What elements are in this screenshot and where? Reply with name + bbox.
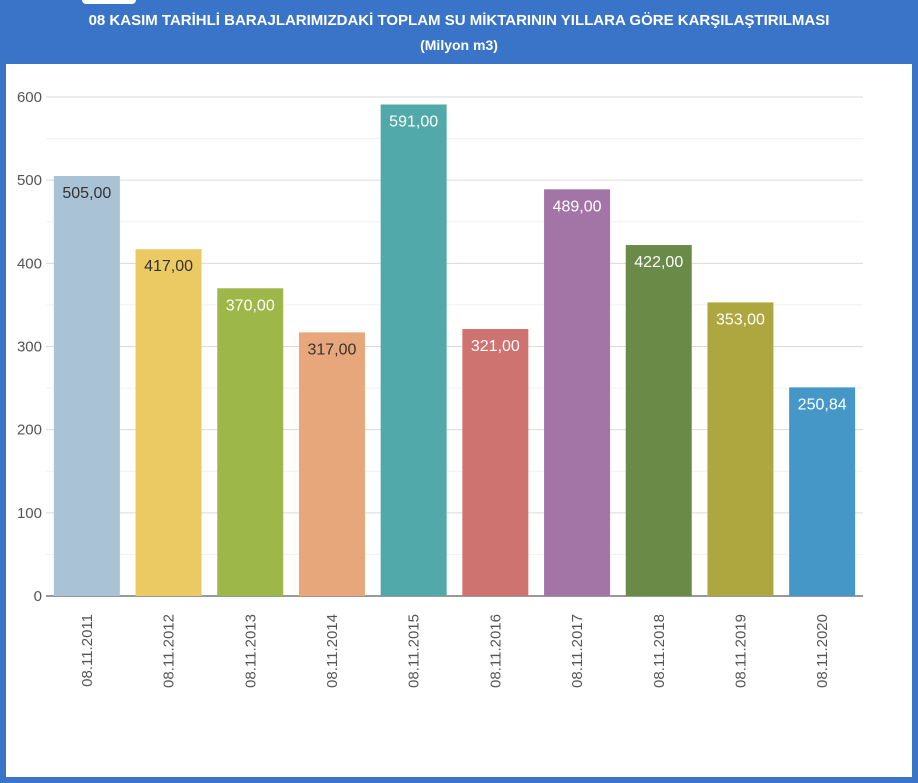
y-tick-label: 400: [17, 255, 42, 272]
bar: [298, 332, 365, 596]
y-tick-label: 100: [17, 505, 42, 522]
data-label: 505,00: [62, 185, 111, 202]
y-tick-label: 300: [17, 339, 42, 356]
x-tick-label: 08.11.2019: [732, 614, 749, 688]
x-tick-label: 08.11.2015: [406, 614, 423, 688]
bar: [217, 288, 284, 596]
x-tick-label: 08.11.2012: [161, 614, 178, 688]
bar: [462, 329, 529, 596]
x-tick-label: 08.11.2018: [651, 614, 668, 688]
x-tick-label: 08.11.2013: [242, 614, 259, 688]
x-tick-label: 08.11.2011: [79, 614, 96, 687]
bar: [380, 104, 447, 597]
bar: [53, 176, 120, 596]
data-label: 422,00: [634, 254, 683, 271]
y-tick-label: 0: [34, 588, 42, 605]
x-tick-label: 08.11.2020: [814, 614, 831, 688]
x-tick-label: 08.11.2016: [487, 614, 504, 688]
x-tick-label: 08.11.2017: [569, 614, 586, 688]
chart-subtitle: (Milyon m3): [420, 37, 498, 53]
bar: [789, 387, 856, 596]
data-label: 317,00: [307, 341, 356, 358]
data-label: 417,00: [144, 258, 193, 275]
bar: [544, 189, 611, 596]
y-tick-label: 600: [17, 89, 42, 106]
x-tick-label: 08.11.2014: [324, 614, 341, 688]
data-label: 353,00: [716, 311, 765, 328]
chart-title: 08 KASIM TARİHLİ BARAJLARIMIZDAKİ TOPLAM…: [88, 12, 830, 29]
bar: [625, 245, 692, 596]
y-tick-label: 500: [17, 172, 42, 189]
chart-header: 08 KASIM TARİHLİ BARAJLARIMIZDAKİ TOPLAM…: [0, 0, 918, 64]
y-tick-label: 200: [17, 422, 42, 439]
data-label: 591,00: [389, 113, 438, 130]
bar: [135, 249, 202, 596]
data-label: 321,00: [471, 338, 520, 355]
data-label: 370,00: [226, 297, 275, 314]
data-label: 250,84: [798, 396, 847, 413]
header-tab-notch: [82, 0, 136, 4]
data-label: 489,00: [553, 198, 602, 215]
bar: [707, 302, 774, 596]
